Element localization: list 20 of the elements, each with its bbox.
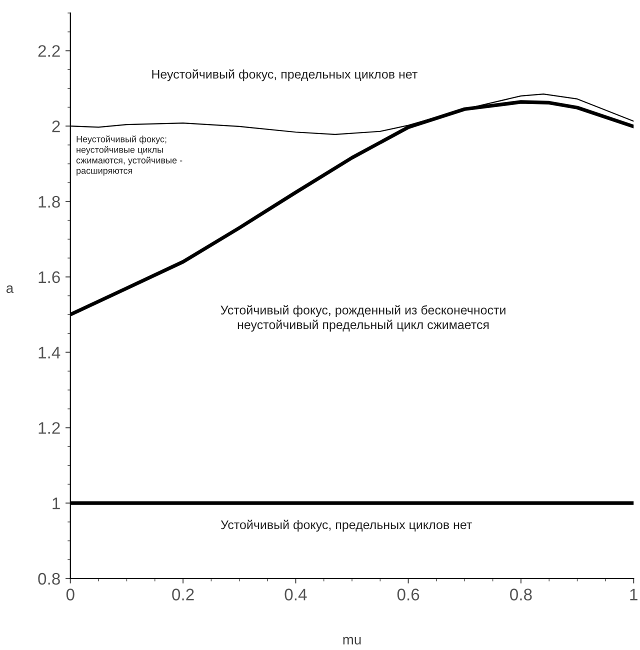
y-tick-label: 1.4 — [38, 346, 60, 358]
x-axis-title: mu — [343, 636, 361, 645]
x-tick-label: 0.8 — [510, 588, 532, 600]
y-tick-label: 2.2 — [38, 45, 60, 57]
y-tick-label: 0.8 — [38, 572, 60, 585]
y-tick-label: 1.2 — [38, 422, 60, 434]
annotation: Неустойчивый фокус, предельных циклов нет — [152, 69, 418, 82]
x-tick-label: 1 — [630, 588, 638, 600]
x-tick-label: 0.6 — [397, 588, 420, 600]
y-tick-label: 1.8 — [38, 196, 60, 208]
annotation: Устойчивый фокус, рожденный из бесконечности неустойчивый предельный цикл сжимается — [220, 305, 506, 332]
annotation: Устойчивый фокус, предельных циклов нет — [220, 520, 472, 532]
y-axis-title: a — [6, 285, 14, 294]
y-tick-label: 2 — [52, 120, 60, 132]
x-tick-label: 0 — [66, 588, 74, 600]
annotation: Неустойчивый фокус; неустойчивые циклы сжимаются, устойчивые - расширяются — [76, 136, 182, 176]
y-tick-label: 1 — [52, 498, 60, 510]
x-tick-label: 0.4 — [284, 588, 307, 600]
x-tick-label: 0.2 — [172, 588, 194, 600]
y-tick-label: 1.6 — [38, 271, 60, 284]
